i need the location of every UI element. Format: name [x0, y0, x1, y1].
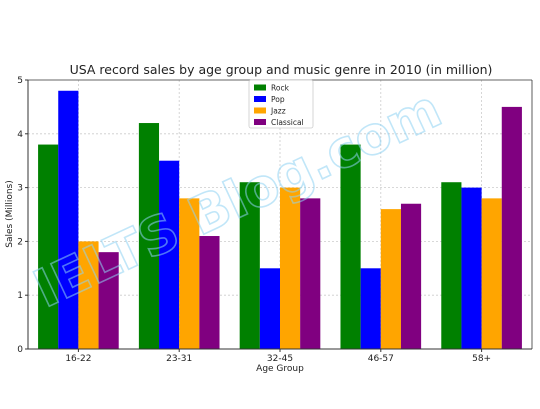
bar-jazz-58+: Jazz 58+: 2.8 [481, 198, 502, 349]
bar-classical-32-45: Classical 32-45: 2.8 [300, 198, 321, 349]
bar-pop-46-57: Pop 46-57: 1.5 [360, 268, 381, 349]
bar-classical-23-31: Classical 23-31: 2.1 [199, 236, 220, 349]
legend-label-classical: Classical [271, 118, 304, 127]
bar-jazz-23-31: Jazz 23-31: 2.8 [179, 198, 200, 349]
bar-rock-58+: Rock 58+: 3.1 [441, 182, 462, 349]
x-tick-label: 16-22 [65, 354, 91, 364]
bar-pop-32-45: Pop 32-45: 1.5 [259, 268, 280, 349]
legend: Rock Pop Jazz Classical [248, 79, 314, 129]
x-tick-label: 23-31 [166, 354, 192, 364]
bars: Rock 16-22: 3.8Pop 16-22: 4.8Jazz 16-22:… [38, 90, 522, 350]
legend-swatch-classical [254, 119, 266, 125]
bar-classical-46-57: Classical 46-57: 2.7 [400, 203, 422, 349]
bar-jazz-16-22: Jazz 16-22: 2 [78, 241, 99, 349]
y-tick-label: 0 [17, 345, 23, 355]
y-tick-label: 3 [17, 184, 23, 194]
x-tick-label: 58+ [472, 354, 491, 364]
y-ticks: 0 1 2 3 4 5 [17, 76, 28, 355]
bar-rock-16-22: Rock 16-22: 3.8 [38, 144, 59, 349]
legend-box [248, 79, 314, 129]
bar-rock-32-45: Rock 32-45: 3.1 [239, 182, 260, 349]
bar-jazz-46-57: Jazz 46-57: 2.6 [380, 209, 401, 349]
legend-label-rock: Rock [271, 84, 290, 93]
bar-rock-23-31: Rock 23-31: 4.2 [138, 123, 160, 349]
bar-pop-58+: Pop 58+: 3 [461, 187, 482, 349]
y-tick-label: 1 [17, 291, 23, 301]
bar-pop-23-31: Pop 23-31: 3.5 [159, 160, 180, 349]
legend-swatch-pop [254, 96, 266, 102]
legend-swatch-jazz [254, 107, 266, 114]
x-axis-label: Age Group [256, 364, 304, 374]
y-axis-label: Sales (Millions) [5, 180, 15, 248]
x-tick-label: 32-45 [267, 354, 293, 364]
bar-classical-16-22: Classical 16-22: 1.8 [98, 252, 119, 349]
bar-pop-16-22: Pop 16-22: 4.8 [58, 90, 79, 349]
legend-label-pop: Pop [271, 95, 285, 104]
bar-jazz-32-45: Jazz 32-45: 3 [280, 187, 301, 349]
chart-title: USA record sales by age group and music … [70, 62, 493, 77]
legend-swatch-rock [254, 84, 266, 91]
bar-classical-58+: Classical 58+: 4.5 [501, 106, 522, 350]
y-tick-label: 2 [17, 237, 23, 247]
y-tick-label: 4 [17, 130, 23, 140]
legend-label-jazz: Jazz [270, 107, 286, 116]
bar-rock-46-57: Rock 46-57: 3.8 [340, 144, 361, 349]
y-tick-label: 5 [17, 76, 23, 86]
x-ticks: 16-22 23-31 32-45 46-57 58+ [65, 349, 491, 364]
x-tick-label: 46-57 [368, 354, 394, 364]
